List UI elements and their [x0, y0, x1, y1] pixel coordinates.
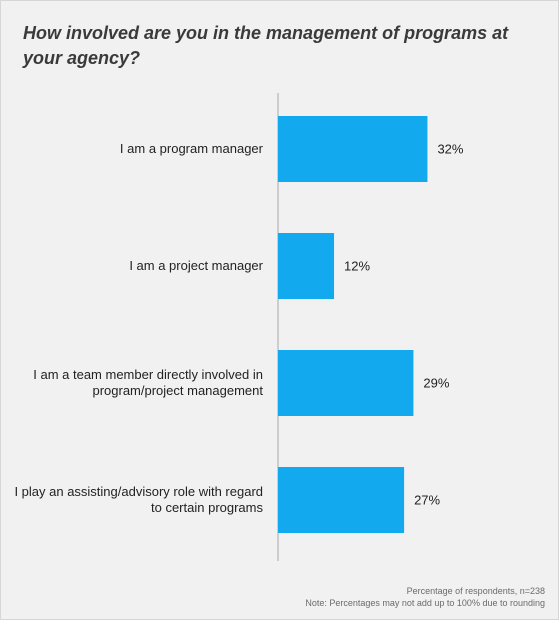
- footnote-respondents: Percentage of respondents, n=238: [406, 586, 545, 596]
- bar: [278, 350, 414, 416]
- bar: [278, 116, 428, 182]
- footnote-rounding: Note: Percentages may not add up to 100%…: [305, 598, 545, 608]
- value-label: 12%: [344, 258, 371, 274]
- value-label: 27%: [414, 492, 441, 508]
- bar: [278, 467, 405, 533]
- bar: [278, 233, 335, 299]
- chart-title: How involved are you in the management o…: [23, 23, 509, 68]
- value-label: 32%: [437, 141, 464, 157]
- category-label: I am a project manager: [129, 258, 263, 273]
- footnotes: Percentage of respondents, n=238 Note: P…: [305, 585, 545, 609]
- value-label: 29%: [423, 375, 450, 391]
- category-label: I play an assisting/advisory role with r…: [14, 484, 263, 515]
- bars-group: [278, 116, 428, 533]
- category-label: I am a team member directly involved in …: [33, 367, 263, 398]
- category-label: I am a program manager: [119, 141, 263, 156]
